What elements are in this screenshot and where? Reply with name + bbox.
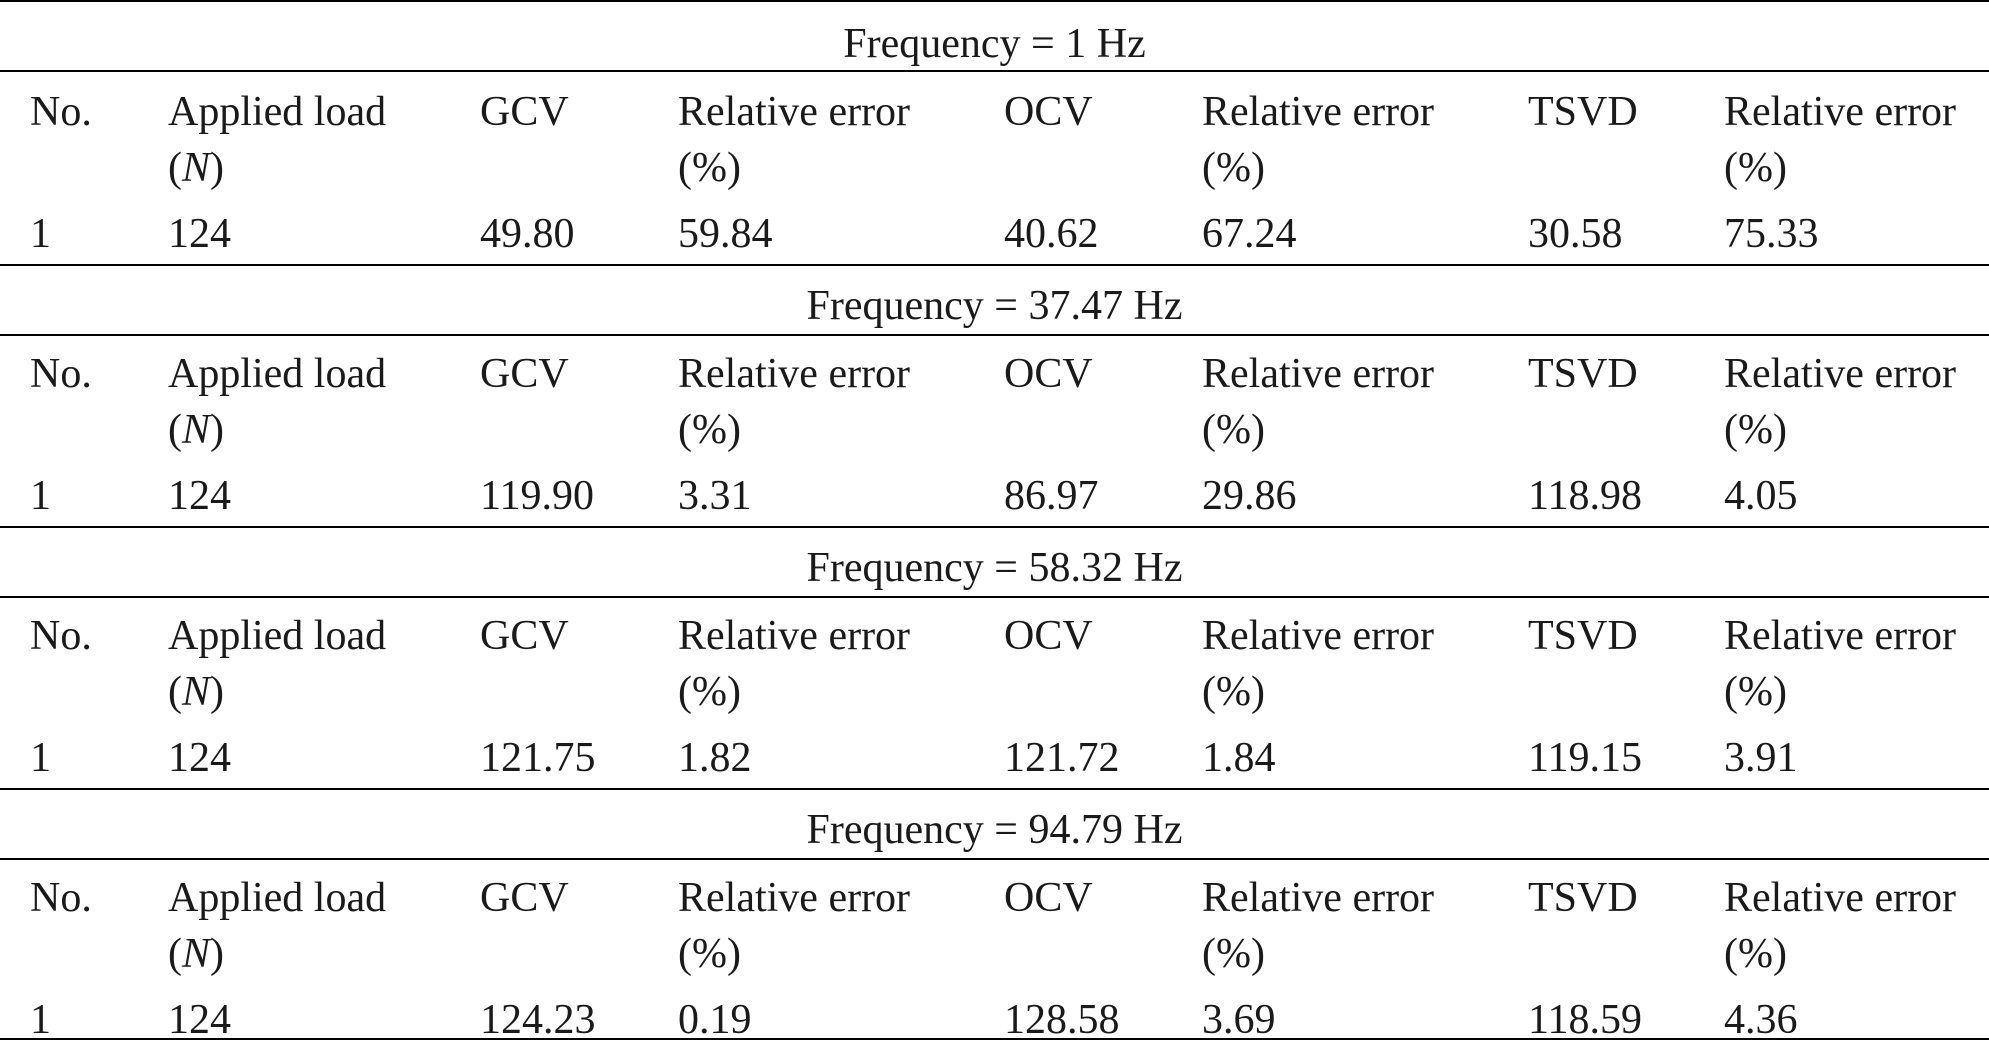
cell-ocv: 86.97 <box>1004 473 1099 519</box>
table-rule <box>0 70 1989 72</box>
unit-n: N <box>182 145 211 191</box>
header-tsvd-error: Relative error <box>1724 613 1957 659</box>
header-applied-load: Applied load <box>168 875 387 921</box>
cell-tsvd: 118.98 <box>1528 473 1642 519</box>
cell-ocv: 121.72 <box>1004 735 1120 781</box>
header-ocv: OCV <box>1004 613 1093 659</box>
cell-no: 1 <box>30 997 51 1043</box>
header-gcv-error-unit: (%) <box>678 669 741 715</box>
cell-load: 124 <box>168 473 231 519</box>
header-applied-load: Applied load <box>168 89 387 135</box>
header-tsvd: TSVD <box>1528 875 1638 921</box>
cell-tsvd: 118.59 <box>1528 997 1642 1043</box>
cell-ocv-error: 29.86 <box>1202 473 1297 519</box>
cell-gcv: 49.80 <box>480 211 575 257</box>
cell-tsvd-error: 4.05 <box>1724 473 1798 519</box>
header-gcv: GCV <box>480 89 569 135</box>
cell-no: 1 <box>30 211 51 257</box>
header-tsvd-error: Relative error <box>1724 875 1957 921</box>
table-rule <box>0 858 1989 860</box>
header-no: No. <box>30 613 92 659</box>
cell-ocv-error: 67.24 <box>1202 211 1297 257</box>
cell-no: 1 <box>30 473 51 519</box>
header-gcv: GCV <box>480 351 569 397</box>
cell-ocv-error: 3.69 <box>1202 997 1276 1043</box>
header-gcv-error-unit: (%) <box>678 407 741 453</box>
header-ocv-error: Relative error <box>1202 351 1435 397</box>
table-rule <box>0 1038 1989 1040</box>
cell-tsvd: 30.58 <box>1528 211 1623 257</box>
frequency-heading: Frequency = 1 Hz <box>843 21 1146 67</box>
cell-tsvd-error: 75.33 <box>1724 211 1819 257</box>
header-ocv-error-unit: (%) <box>1202 669 1265 715</box>
header-gcv: GCV <box>480 613 569 659</box>
header-tsvd: TSVD <box>1528 351 1638 397</box>
cell-gcv-error: 1.82 <box>678 735 752 781</box>
header-applied-load-unit: (N) <box>168 145 225 191</box>
header-no: No. <box>30 875 92 921</box>
cell-gcv-error: 0.19 <box>678 997 752 1043</box>
cell-tsvd-error: 4.36 <box>1724 997 1798 1043</box>
header-gcv: GCV <box>480 875 569 921</box>
frequency-heading: Frequency = 58.32 Hz <box>806 545 1183 591</box>
unit-n: N <box>182 931 211 977</box>
header-ocv-error-unit: (%) <box>1202 145 1265 191</box>
header-tsvd: TSVD <box>1528 89 1638 135</box>
cell-ocv-error: 1.84 <box>1202 735 1276 781</box>
header-tsvd-error-unit: (%) <box>1724 931 1787 977</box>
header-ocv: OCV <box>1004 351 1093 397</box>
header-gcv-error-unit: (%) <box>678 145 741 191</box>
table-rule <box>0 334 1989 336</box>
header-applied-load-unit: (N) <box>168 669 225 715</box>
cell-ocv: 40.62 <box>1004 211 1099 257</box>
header-gcv-error-unit: (%) <box>678 931 741 977</box>
header-ocv-error-unit: (%) <box>1202 407 1265 453</box>
cell-gcv-error: 3.31 <box>678 473 752 519</box>
header-applied-load: Applied load <box>168 351 387 397</box>
header-tsvd-error: Relative error <box>1724 89 1957 135</box>
header-no: No. <box>30 89 92 135</box>
header-gcv-error: Relative error <box>678 89 911 135</box>
header-tsvd: TSVD <box>1528 613 1638 659</box>
cell-gcv: 124.23 <box>480 997 596 1043</box>
cell-gcv: 121.75 <box>480 735 596 781</box>
header-no: No. <box>30 351 92 397</box>
cell-gcv: 119.90 <box>480 473 594 519</box>
unit-n: N <box>182 669 211 715</box>
table-rule <box>0 788 1989 790</box>
frequency-heading: Frequency = 37.47 Hz <box>806 283 1183 329</box>
header-gcv-error: Relative error <box>678 351 911 397</box>
header-ocv-error: Relative error <box>1202 89 1435 135</box>
table-rule <box>0 596 1989 598</box>
table-rule <box>0 264 1989 266</box>
header-tsvd-error-unit: (%) <box>1724 669 1787 715</box>
unit-n: N <box>182 407 211 453</box>
cell-no: 1 <box>30 735 51 781</box>
cell-load: 124 <box>168 211 231 257</box>
header-applied-load-unit: (N) <box>168 931 225 977</box>
header-applied-load: Applied load <box>168 613 387 659</box>
header-ocv: OCV <box>1004 89 1093 135</box>
table-rule <box>0 0 1989 2</box>
cell-gcv-error: 59.84 <box>678 211 773 257</box>
cell-tsvd: 119.15 <box>1528 735 1642 781</box>
cell-load: 124 <box>168 997 231 1043</box>
header-gcv-error: Relative error <box>678 613 911 659</box>
header-tsvd-error: Relative error <box>1724 351 1957 397</box>
header-tsvd-error-unit: (%) <box>1724 145 1787 191</box>
frequency-heading: Frequency = 94.79 Hz <box>806 807 1183 853</box>
header-gcv-error: Relative error <box>678 875 911 921</box>
header-ocv: OCV <box>1004 875 1093 921</box>
cell-tsvd-error: 3.91 <box>1724 735 1798 781</box>
header-ocv-error: Relative error <box>1202 613 1435 659</box>
header-ocv-error: Relative error <box>1202 875 1435 921</box>
cell-ocv: 128.58 <box>1004 997 1120 1043</box>
cell-load: 124 <box>168 735 231 781</box>
header-tsvd-error-unit: (%) <box>1724 407 1787 453</box>
header-applied-load-unit: (N) <box>168 407 225 453</box>
table-rule <box>0 526 1989 528</box>
header-ocv-error-unit: (%) <box>1202 931 1265 977</box>
